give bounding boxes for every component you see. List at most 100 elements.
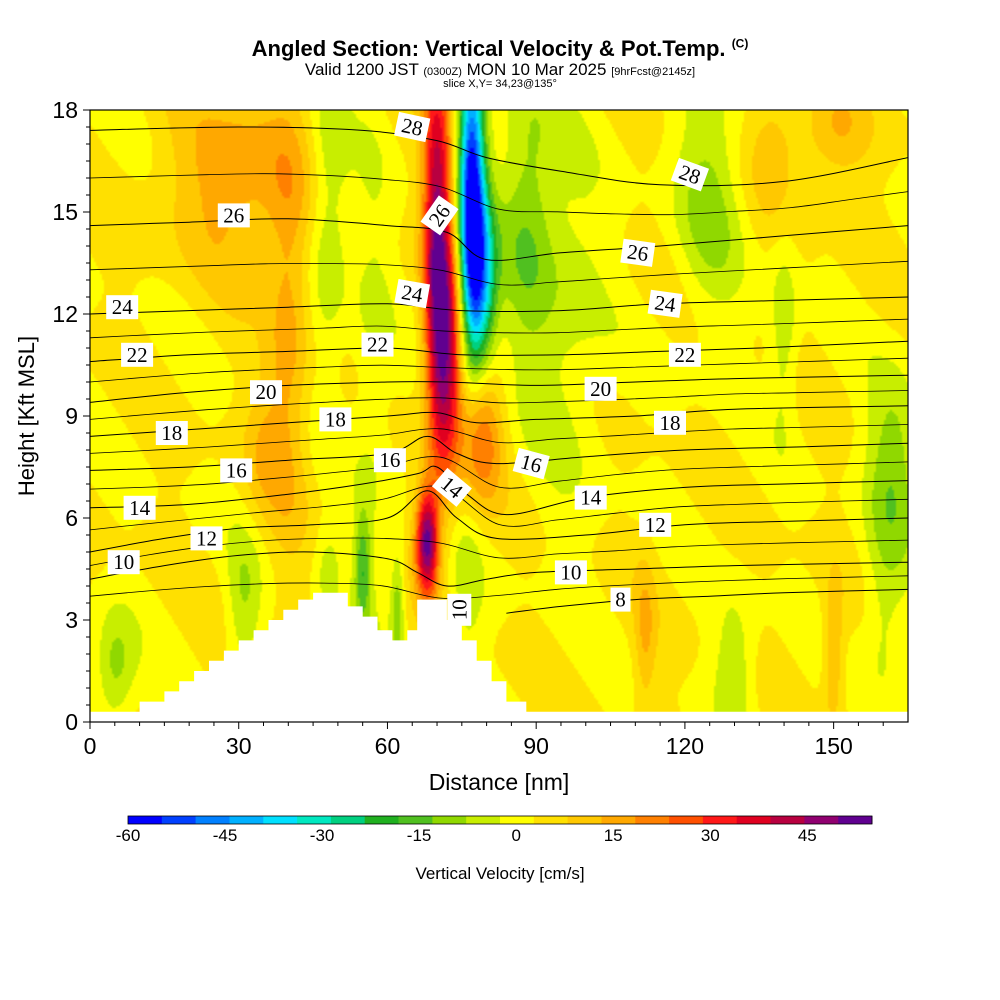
label-box bbox=[512, 447, 550, 480]
isentrope-label: 10 bbox=[447, 593, 472, 626]
isentrope-minor bbox=[90, 357, 908, 383]
isentrope-24 bbox=[90, 296, 908, 315]
colorbar-title: Vertical Velocity [cm/s] bbox=[415, 864, 585, 883]
label-box bbox=[373, 448, 406, 473]
isentrope-label: 22 bbox=[668, 342, 701, 367]
label-text: 22 bbox=[674, 343, 695, 367]
label-box bbox=[647, 289, 683, 318]
label-box bbox=[394, 279, 431, 309]
colorbar-segment bbox=[702, 816, 738, 824]
x-axis-label: Distance [nm] bbox=[429, 769, 570, 795]
label-text: 10 bbox=[560, 560, 581, 584]
label-box bbox=[420, 195, 459, 236]
label-box bbox=[107, 550, 140, 575]
colorbar-segment bbox=[330, 816, 366, 824]
slice-info: slice X,Y= 34,23@135° bbox=[443, 78, 557, 90]
isentrope-label: 8 bbox=[610, 587, 631, 612]
y-axis-label: Height [Kft MSL] bbox=[14, 336, 39, 496]
isentrope-label: 18 bbox=[654, 410, 686, 435]
label-box bbox=[620, 238, 656, 267]
colorbar-tick-label: -15 bbox=[406, 826, 432, 845]
isentrope-label: 10 bbox=[554, 560, 587, 585]
label-text: 10 bbox=[113, 550, 134, 574]
label-text: 8 bbox=[615, 588, 626, 612]
isentrope-label: 12 bbox=[190, 526, 223, 551]
label-text: 20 bbox=[256, 380, 277, 404]
isentrope-28 bbox=[90, 126, 908, 187]
isentrope-label: 16 bbox=[220, 458, 253, 483]
isentrope-12 bbox=[90, 490, 908, 553]
isentrope-label: 26 bbox=[620, 238, 656, 267]
colorbar-segment bbox=[500, 816, 535, 824]
colorbar-segment bbox=[128, 816, 163, 824]
isentrope-label: 12 bbox=[639, 512, 672, 537]
label-box bbox=[431, 467, 472, 507]
colorbar-tick-label: -30 bbox=[309, 826, 335, 845]
label-box bbox=[610, 587, 631, 612]
colorbar-tick-label: 0 bbox=[511, 826, 521, 845]
isentrope-minor bbox=[90, 424, 908, 454]
y-tick-label: 6 bbox=[65, 505, 78, 531]
label-box bbox=[190, 526, 223, 551]
label-box bbox=[554, 560, 587, 585]
label-box bbox=[121, 342, 154, 367]
x-tick-label: 120 bbox=[666, 733, 704, 759]
y-tick-label: 0 bbox=[65, 709, 78, 735]
y-tick-label: 3 bbox=[65, 607, 78, 633]
isentrope-label: 24 bbox=[106, 295, 139, 320]
label-box bbox=[319, 407, 352, 432]
isentrope-label: 18 bbox=[319, 407, 352, 432]
label-text: 24 bbox=[653, 290, 678, 317]
colorbar-segment bbox=[635, 816, 670, 824]
isentrope-label: 20 bbox=[250, 380, 282, 405]
label-box bbox=[106, 295, 139, 320]
label-box bbox=[394, 111, 431, 143]
isentrope-label: 10 bbox=[107, 550, 140, 575]
label-text: 16 bbox=[379, 448, 400, 472]
colorbar-tick-label: 15 bbox=[603, 826, 623, 845]
isentrope-minor bbox=[90, 485, 908, 531]
label-text: 18 bbox=[325, 407, 346, 431]
label-text: 10 bbox=[447, 599, 471, 620]
label-box bbox=[584, 376, 617, 401]
isentrope-8 bbox=[506, 588, 908, 614]
colorbar-tick-label: -45 bbox=[212, 826, 238, 845]
isentrope-label: 24 bbox=[647, 289, 683, 318]
x-tick-label: 90 bbox=[523, 733, 549, 759]
chart-title: Angled Section: Vertical Velocity & Pot.… bbox=[251, 36, 749, 61]
label-box bbox=[639, 512, 672, 537]
label-box bbox=[574, 485, 607, 510]
colorbar-tick-label: 45 bbox=[797, 826, 817, 845]
colorbar-segment bbox=[364, 816, 399, 824]
colorbar-segment bbox=[669, 816, 704, 824]
colorbar-segment bbox=[804, 816, 839, 824]
label-text: 22 bbox=[367, 333, 388, 357]
colorbar-segment bbox=[770, 816, 805, 824]
colorbar-segment bbox=[263, 816, 298, 824]
label-box bbox=[361, 332, 394, 357]
colorbar-segment bbox=[533, 816, 569, 824]
isentrope-minor bbox=[90, 318, 908, 339]
label-text: 12 bbox=[645, 513, 666, 537]
isentrope-label: 22 bbox=[121, 342, 154, 367]
x-tick-label: 30 bbox=[226, 733, 252, 759]
colorbar-segment bbox=[229, 816, 264, 824]
axes: 0 30 60 90 120 150 0 3 6 9 12 15 18 bbox=[52, 97, 884, 759]
colorbar-segment bbox=[432, 816, 467, 824]
label-text: 22 bbox=[127, 343, 148, 367]
terrain bbox=[90, 592, 908, 722]
isentrope-label: 22 bbox=[361, 332, 394, 357]
chart-subtitle: Valid 1200 JST (0300Z) MON 10 Mar 2025 [… bbox=[304, 60, 696, 79]
label-text: 24 bbox=[112, 295, 134, 319]
label-text: 24 bbox=[400, 280, 425, 307]
colorbar-tick-label: 30 bbox=[700, 826, 720, 845]
label-box bbox=[654, 410, 686, 435]
colorbar-segment bbox=[601, 816, 636, 824]
isentrope-lines bbox=[90, 126, 908, 614]
y-tick-label: 9 bbox=[65, 403, 78, 429]
isentrope-label: 14 bbox=[574, 485, 607, 510]
label-box bbox=[250, 380, 282, 405]
label-text: 12 bbox=[196, 526, 217, 550]
